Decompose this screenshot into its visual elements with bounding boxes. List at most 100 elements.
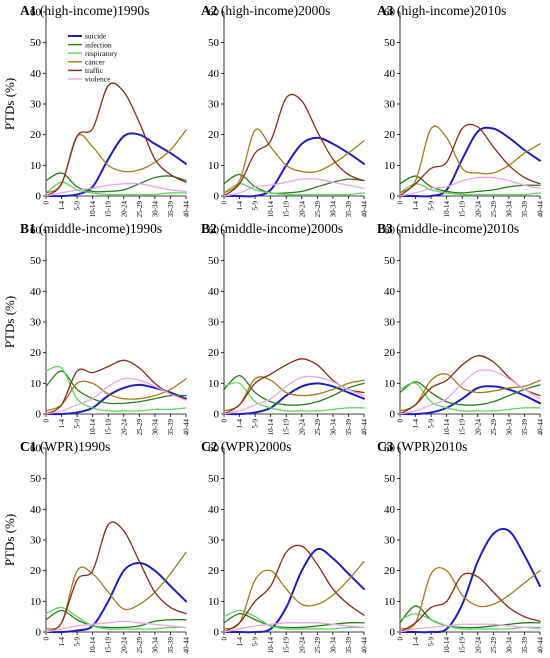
series-line-respiratory — [45, 606, 187, 630]
x-tick-label: 15-19 — [283, 637, 291, 654]
x-tick-label: 20-24 — [474, 419, 482, 436]
series-line-respiratory — [45, 181, 187, 196]
panel-title-id: C2 — [201, 439, 218, 454]
panel-title: C1 (WPR)1990s — [20, 439, 110, 454]
panel-title-id: A3 — [377, 3, 394, 18]
y-tick-label: 60 — [384, 225, 396, 237]
x-tick-label: 30-34 — [151, 637, 159, 654]
y-tick-label: 10 — [384, 160, 396, 172]
x-tick-label: 40-44 — [361, 419, 369, 436]
panel-B3: B3 (middle-income)2010s 0 10 20 30 40 50 60 0 1-4… — [377, 221, 545, 435]
series-line-suicide — [399, 126, 541, 198]
panel-C3: C3 (WPR)2010s 0 10 20 30 40 50 60 0 1-4 5-9 10-14 15… — [377, 439, 545, 653]
y-tick-label: 0 — [36, 409, 42, 421]
x-tick-label: 0 — [43, 637, 51, 641]
series-line-infection — [399, 605, 541, 629]
x-tick-label: 1-4 — [58, 637, 66, 647]
y-tick-label: 10 — [384, 378, 396, 390]
x-tick-label: 0 — [221, 201, 229, 205]
x-tick-label: 1-4 — [412, 201, 420, 211]
y-tick-label: 50 — [208, 37, 220, 49]
y-tick-label: 30 — [30, 317, 42, 329]
x-tick-label: 1-4 — [58, 201, 66, 211]
x-tick-label: 15-19 — [105, 419, 113, 436]
y-axis-label: PTDs (%) — [2, 514, 17, 566]
x-tick-label: 10-14 — [89, 637, 97, 654]
y-tick-label: 20 — [208, 565, 220, 577]
series-line-infection — [223, 612, 365, 629]
panel-title: B3 (middle-income)2010s — [377, 221, 519, 236]
series-line-traffic — [399, 572, 541, 633]
legend-label-violence: violence — [85, 75, 111, 84]
y-tick-label: 0 — [390, 191, 396, 203]
series-line-cancer — [45, 378, 187, 412]
x-tick-label: 15-19 — [283, 201, 291, 218]
series-line-cancer — [399, 373, 541, 412]
panel-title-text: (middle-income)1990s — [36, 221, 162, 236]
legend-label-respiratory: respiratory — [85, 49, 118, 58]
series-line-cancer — [45, 551, 187, 630]
y-tick-label: 60 — [30, 225, 42, 237]
series-line-violence — [399, 369, 541, 415]
series-line-respiratory — [223, 183, 365, 196]
series-line-suicide — [223, 136, 365, 198]
x-tick-label: 5-9 — [252, 637, 260, 647]
x-tick-label: 20-24 — [298, 637, 306, 654]
series-line-infection — [223, 375, 365, 406]
x-tick-label: 10-14 — [267, 637, 275, 654]
panel-title-text: (WPR)1990s — [37, 439, 111, 454]
x-tick-label: 20-24 — [474, 637, 482, 654]
x-tick-label: 40-44 — [537, 419, 545, 436]
panel-C2: C2 (WPR)2000s 0 10 20 30 40 50 60 0 1-4 5-9 10-14 15… — [201, 439, 369, 653]
y-tick-label: 40 — [384, 68, 396, 80]
panel-title-text: (high-income)2010s — [394, 3, 507, 18]
y-tick-label: 60 — [208, 443, 220, 455]
series-line-traffic — [45, 82, 187, 197]
x-tick-label: 0 — [397, 419, 405, 423]
x-tick-label: 25-29 — [136, 637, 144, 654]
legend-label-suicide: suicide — [85, 32, 107, 41]
series-line-violence — [45, 620, 187, 633]
x-tick-label: 5-9 — [252, 201, 260, 211]
x-tick-label: 15-19 — [459, 419, 467, 436]
x-tick-label: 5-9 — [428, 201, 436, 211]
y-tick-label: 60 — [30, 443, 42, 455]
legend-label-cancer: cancer — [85, 58, 105, 67]
series-line-suicide — [45, 132, 187, 198]
x-tick-label: 15-19 — [105, 637, 113, 654]
x-tick-label: 35-39 — [167, 419, 175, 436]
panel-title: A1 (high-income)1990s — [20, 3, 149, 18]
y-tick-label: 30 — [30, 535, 42, 547]
panel-title-text: (middle-income)2010s — [393, 221, 519, 236]
x-tick-label: 30-34 — [151, 201, 159, 218]
x-tick-label: 10-14 — [443, 637, 451, 654]
y-tick-label: 40 — [384, 504, 396, 516]
y-tick-label: 20 — [384, 129, 396, 141]
y-tick-label: 40 — [30, 286, 42, 298]
y-tick-label: 50 — [30, 255, 42, 267]
series-line-cancer — [223, 128, 365, 194]
y-tick-label: 60 — [208, 225, 220, 237]
x-tick-label: 1-4 — [236, 637, 244, 647]
y-tick-label: 40 — [208, 286, 220, 298]
y-tick-label: 60 — [30, 7, 42, 19]
y-tick-label: 30 — [30, 99, 42, 111]
y-tick-label: 60 — [384, 7, 396, 19]
x-tick-label: 0 — [221, 419, 229, 423]
y-tick-label: 40 — [30, 504, 42, 516]
x-tick-label: 15-19 — [105, 201, 113, 218]
x-tick-label: 5-9 — [74, 419, 82, 429]
series-line-cancer — [399, 125, 541, 194]
y-tick-label: 60 — [208, 7, 220, 19]
x-tick-label: 40-44 — [537, 637, 545, 654]
panel-title: C2 (WPR)2000s — [201, 439, 291, 454]
x-tick-label: 30-34 — [329, 419, 337, 436]
series-line-violence — [45, 377, 187, 415]
panel-title-id: C1 — [20, 439, 37, 454]
x-tick-label: 25-29 — [490, 201, 498, 218]
x-tick-label: 35-39 — [167, 201, 175, 218]
x-tick-label: 0 — [221, 637, 229, 641]
y-tick-label: 40 — [384, 286, 396, 298]
panel-title-text: (high-income)1990s — [37, 3, 150, 18]
panel-title-text: (middle-income)2000s — [217, 221, 343, 236]
